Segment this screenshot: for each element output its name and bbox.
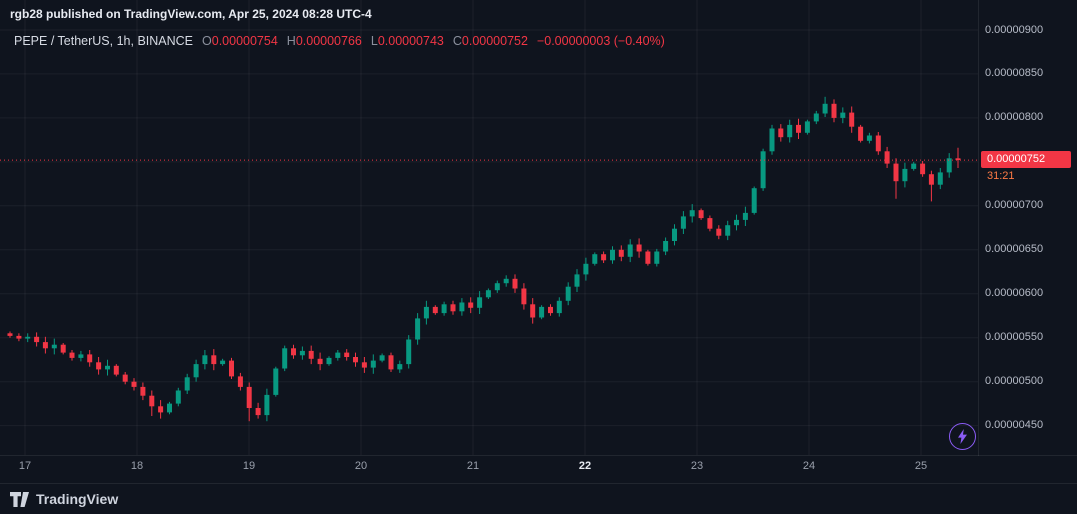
time-axis-label: 24	[802, 460, 816, 472]
candlestick-chart[interactable]	[0, 0, 1077, 456]
ohlc-low: L0.00000743	[371, 34, 444, 48]
lightning-icon	[958, 429, 967, 444]
time-axis-label: 21	[466, 460, 480, 472]
current-price-badge: 0.00000752	[981, 151, 1071, 169]
time-axis-label: 25	[914, 460, 928, 472]
tradingview-logo-icon	[10, 491, 29, 507]
time-axis-label: 22	[578, 460, 592, 472]
chart-attribution: rgb28 published on TradingView.com, Apr …	[10, 7, 372, 21]
price-change: −0.00000003 (−0.40%)	[536, 34, 665, 48]
price-axis-label: 0.00000850	[985, 67, 1044, 80]
price-axis-label: 0.00000550	[985, 331, 1044, 344]
close-value: 0.00000752	[461, 34, 528, 48]
price-axis-separator	[978, 0, 979, 456]
footer-bar: TradingView	[0, 483, 1077, 514]
chart-legend: PEPE / TetherUS, 1h, BINANCE O0.00000754…	[14, 34, 665, 48]
close-label: C	[452, 34, 462, 48]
footer-brand[interactable]: TradingView	[36, 491, 119, 507]
bar-countdown: 31:21	[987, 170, 1015, 183]
time-axis[interactable]: 17 18 19 20 21 22 23 24 25	[0, 456, 1077, 482]
price-axis-label: 0.00000600	[985, 287, 1044, 300]
ohlc-high: H0.00000766	[287, 34, 362, 48]
high-label: H	[286, 34, 296, 48]
open-label: O	[202, 34, 212, 48]
ohlc-close: C0.00000752	[453, 34, 528, 48]
price-axis-label: 0.00000900	[985, 23, 1044, 36]
time-axis-label: 17	[18, 460, 32, 472]
ohlc-open: O0.00000754	[202, 34, 278, 48]
time-axis-label: 20	[354, 460, 368, 472]
price-axis-label: 0.00000800	[985, 111, 1044, 124]
high-value: 0.00000766	[295, 34, 362, 48]
time-axis-label: 19	[242, 460, 256, 472]
time-axis-label: 23	[690, 460, 704, 472]
price-axis-label: 0.00000700	[985, 199, 1044, 212]
low-label: L	[370, 34, 378, 48]
symbol-title[interactable]: PEPE / TetherUS, 1h, BINANCE	[14, 34, 194, 48]
low-value: 0.00000743	[377, 34, 444, 48]
price-axis-label: 0.00000650	[985, 243, 1044, 256]
time-axis-label: 18	[130, 460, 144, 472]
time-axis-separator	[0, 455, 1077, 456]
price-axis[interactable]: 0.00000900 0.00000850 0.00000800 0.00000700…	[979, 0, 1077, 455]
price-axis-label: 0.00000450	[985, 419, 1044, 432]
open-value: 0.00000754	[211, 34, 278, 48]
price-axis-label: 0.00000500	[985, 375, 1044, 388]
boost-button[interactable]	[949, 423, 976, 450]
